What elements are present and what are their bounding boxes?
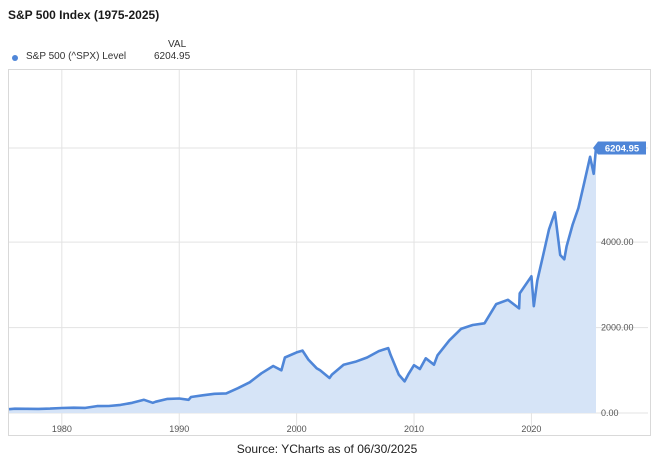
legend-series-value: 6204.95 xyxy=(154,51,191,62)
last-value-label-background xyxy=(593,141,646,155)
x-tick-label: 2000 xyxy=(287,424,307,434)
x-tick-label: 2020 xyxy=(521,424,541,434)
x-tick-label: 1990 xyxy=(169,424,189,434)
y-tick-label: 0.00 xyxy=(601,408,619,418)
legend-series-marker xyxy=(12,55,18,61)
y-axis-ticks: 0.00 2000.00 4000.00 xyxy=(601,237,634,418)
series-area xyxy=(9,148,596,413)
x-axis-ticks: 1980 1990 2000 2010 2020 xyxy=(52,424,542,434)
last-value-label: 6204.95 xyxy=(593,141,646,155)
source-note: Source: YCharts as of 06/30/2025 xyxy=(236,442,418,456)
legend: VAL S&P 500 (^SPX) Level 6204.95 xyxy=(8,38,208,66)
legend-series-label[interactable]: S&P 500 (^SPX) Level xyxy=(26,51,127,62)
y-tick-label: 2000.00 xyxy=(601,323,634,333)
x-tick-label: 1980 xyxy=(52,424,72,434)
legend-column-header: VAL xyxy=(168,39,187,50)
chart-title: S&P 500 Index (1975-2025) xyxy=(8,8,160,22)
x-tick-label: 2010 xyxy=(404,424,424,434)
last-value-label-text: 6204.95 xyxy=(605,144,640,155)
series-line[interactable] xyxy=(8,147,598,411)
chart-frame xyxy=(8,69,651,436)
y-tick-label: 4000.00 xyxy=(601,237,634,247)
